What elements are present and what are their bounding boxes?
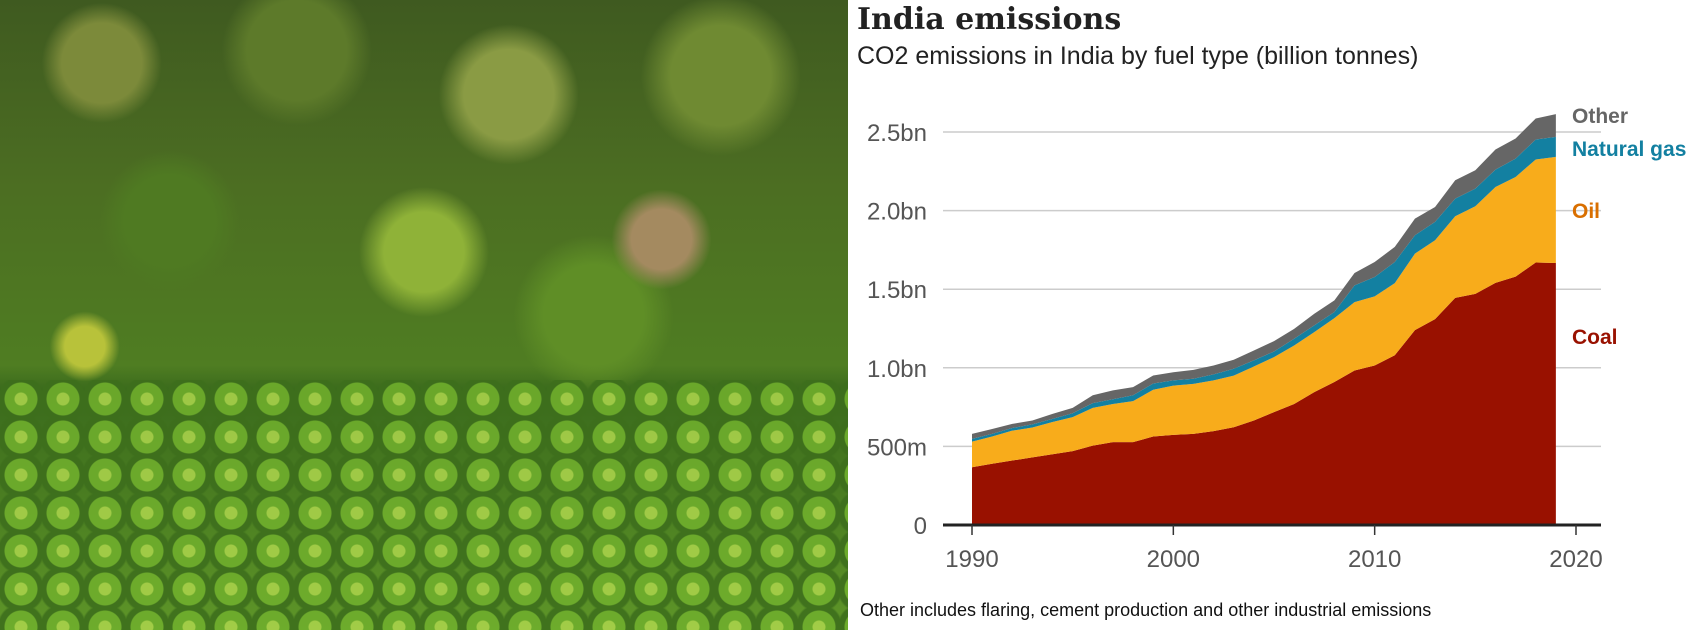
palm-rows bbox=[0, 380, 848, 630]
y-tick-label: 1.5bn bbox=[867, 277, 927, 304]
y-tick-label: 500m bbox=[867, 434, 927, 461]
x-tick-label: 2020 bbox=[1549, 546, 1602, 573]
y-tick-label: 2.0bn bbox=[867, 199, 927, 226]
y-tick-label: 0 bbox=[914, 513, 927, 540]
chart-footnote: Other includes flaring, cement productio… bbox=[860, 600, 1432, 620]
area-oil bbox=[972, 156, 1556, 468]
y-tick-label: 1.0bn bbox=[867, 356, 927, 383]
x-tick-label: 2010 bbox=[1348, 546, 1401, 573]
legend-label-other: Other bbox=[1572, 105, 1628, 128]
x-tick-label: 2000 bbox=[1147, 546, 1200, 573]
chart-title: India emissions bbox=[857, 2, 1122, 37]
area-coal bbox=[972, 262, 1556, 525]
y-tick-label: 2.5bn bbox=[867, 120, 927, 147]
legend-label-natural-gas: Natural gas bbox=[1572, 138, 1686, 161]
chart-subtitle: CO2 emissions in India by fuel type (bil… bbox=[857, 42, 1419, 70]
legend-label-coal: Coal bbox=[1572, 326, 1618, 349]
legend-label-oil: Oil bbox=[1572, 200, 1600, 223]
rainforest-palm-plantation-photo bbox=[0, 0, 848, 630]
x-tick-label: 1990 bbox=[945, 546, 998, 573]
